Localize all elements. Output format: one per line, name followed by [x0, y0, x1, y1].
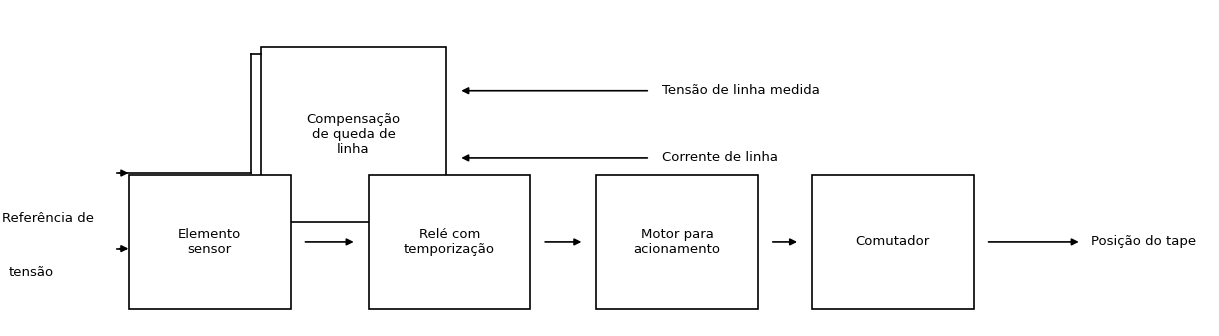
FancyBboxPatch shape	[261, 47, 446, 222]
Text: Tensão de linha medida: Tensão de linha medida	[662, 84, 820, 97]
Text: Posição do tape: Posição do tape	[1091, 236, 1196, 248]
Text: Corrente de linha: Corrente de linha	[662, 152, 778, 164]
Text: Referência de: Referência de	[2, 212, 94, 225]
FancyBboxPatch shape	[596, 175, 758, 309]
Text: Comutador: Comutador	[856, 236, 930, 248]
Text: Elemento
sensor: Elemento sensor	[178, 228, 241, 256]
Text: Relé com
temporização: Relé com temporização	[403, 228, 495, 256]
Text: tensão: tensão	[9, 266, 54, 279]
FancyBboxPatch shape	[368, 175, 530, 309]
FancyBboxPatch shape	[812, 175, 974, 309]
FancyBboxPatch shape	[129, 175, 290, 309]
Text: Compensação
de queda de
linha: Compensação de queda de linha	[306, 113, 401, 156]
Text: Motor para
acionamento: Motor para acionamento	[634, 228, 720, 256]
